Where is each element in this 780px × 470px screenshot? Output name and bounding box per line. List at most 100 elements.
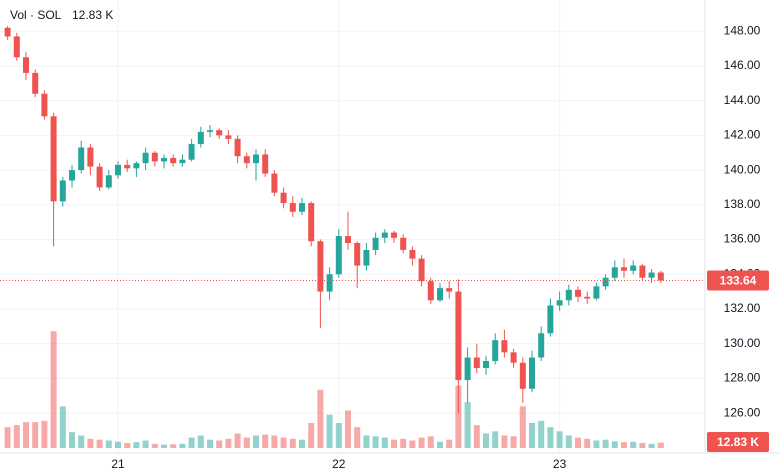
candle-body — [207, 130, 213, 132]
volume-bar — [59, 406, 66, 448]
volume-bar — [473, 425, 480, 448]
volume-bar — [170, 444, 177, 448]
candle-body — [547, 305, 554, 334]
y-tick-label: 136.00 — [724, 232, 761, 246]
volume-bar — [32, 422, 39, 448]
x-tick-label: 23 — [553, 457, 567, 470]
volume-legend-name: Vol · SOL — [10, 8, 62, 22]
candle-body — [299, 203, 305, 212]
volume-bar — [602, 439, 609, 448]
candle-body — [234, 138, 241, 157]
candle-body — [437, 288, 443, 301]
candle-body — [455, 291, 462, 381]
volume-bar — [529, 423, 535, 448]
candle-body — [326, 274, 333, 292]
y-tick-label: 144.00 — [724, 93, 761, 107]
volume-bar — [326, 414, 333, 448]
volume-pane — [4, 331, 664, 448]
volume-bar — [243, 437, 250, 448]
volume-bar — [372, 436, 379, 448]
y-tick-label: 142.00 — [724, 128, 761, 142]
candle-body — [483, 361, 489, 368]
candle-body — [427, 281, 434, 301]
volume-bar — [437, 441, 443, 448]
candle-body — [363, 249, 370, 266]
volume-bar — [225, 438, 232, 448]
candle-body — [133, 163, 140, 169]
candle-body — [409, 249, 416, 259]
volume-bar — [299, 439, 305, 448]
candle-body — [492, 340, 499, 362]
candles — [4, 26, 664, 414]
candle-body — [243, 156, 250, 164]
volume-bar — [13, 425, 20, 448]
candle-body — [510, 352, 517, 363]
candle-body — [115, 164, 121, 176]
volume-bar — [418, 437, 425, 448]
candle-body — [124, 164, 131, 169]
volume-bar — [188, 437, 195, 448]
volume-bar — [335, 423, 342, 448]
candle-body — [96, 166, 103, 188]
candle-body — [262, 154, 269, 174]
candle-body — [345, 236, 351, 243]
y-tick-label: 140.00 — [724, 162, 761, 176]
volume-bar — [483, 433, 489, 448]
volume-bar — [381, 437, 388, 448]
volume-bar — [78, 435, 85, 448]
volume-bar — [446, 439, 453, 448]
candle-body — [381, 232, 388, 238]
volume-bar — [87, 438, 94, 448]
candle-body — [519, 362, 526, 389]
volume-bar — [556, 431, 563, 448]
volume-bar — [657, 442, 664, 448]
volume-bar — [23, 422, 29, 448]
volume-bar — [501, 435, 508, 448]
candle-body — [41, 93, 48, 117]
grid — [0, 0, 705, 453]
volume-bar — [41, 420, 48, 448]
candle-body — [4, 27, 11, 37]
candle-body — [602, 277, 609, 287]
volume-bar — [105, 440, 112, 448]
volume-bar — [639, 443, 646, 448]
candle-body — [197, 131, 204, 145]
candle-body — [69, 170, 75, 181]
candle-body — [464, 357, 471, 381]
candle-body — [78, 147, 85, 171]
candle-body — [657, 272, 664, 281]
volume-bar — [400, 438, 407, 448]
volume-bar — [575, 437, 581, 448]
volume-bar — [96, 439, 103, 448]
volume-bar — [621, 442, 627, 448]
volume-bar — [133, 442, 140, 448]
volume-bar — [492, 431, 499, 448]
volume-bar — [161, 444, 167, 448]
volume-bar — [345, 410, 351, 448]
x-tick-label: 21 — [111, 457, 125, 470]
candle-body — [151, 152, 158, 162]
volume-bar — [464, 402, 471, 448]
volume-bar — [216, 440, 223, 448]
candle-body — [280, 192, 287, 204]
volume-legend-value: 12.83 K — [72, 8, 113, 22]
y-tick-label: 148.00 — [724, 23, 761, 37]
last-price-label: 133.64 — [720, 274, 757, 288]
candle-body — [105, 175, 112, 188]
candle-body — [611, 267, 618, 278]
volume-bar — [630, 441, 637, 448]
volume-bar — [547, 427, 554, 448]
candle-body — [161, 157, 167, 162]
volume-bar — [4, 427, 11, 448]
volume-bar — [142, 440, 149, 448]
candle-body — [216, 130, 223, 136]
candle-body — [473, 357, 480, 368]
volume-bar — [271, 435, 278, 448]
volume-bar — [308, 423, 315, 448]
candle-body — [32, 72, 39, 94]
y-tick-label: 138.00 — [724, 197, 761, 211]
volume-bar — [280, 437, 287, 448]
candle-body — [225, 135, 232, 139]
